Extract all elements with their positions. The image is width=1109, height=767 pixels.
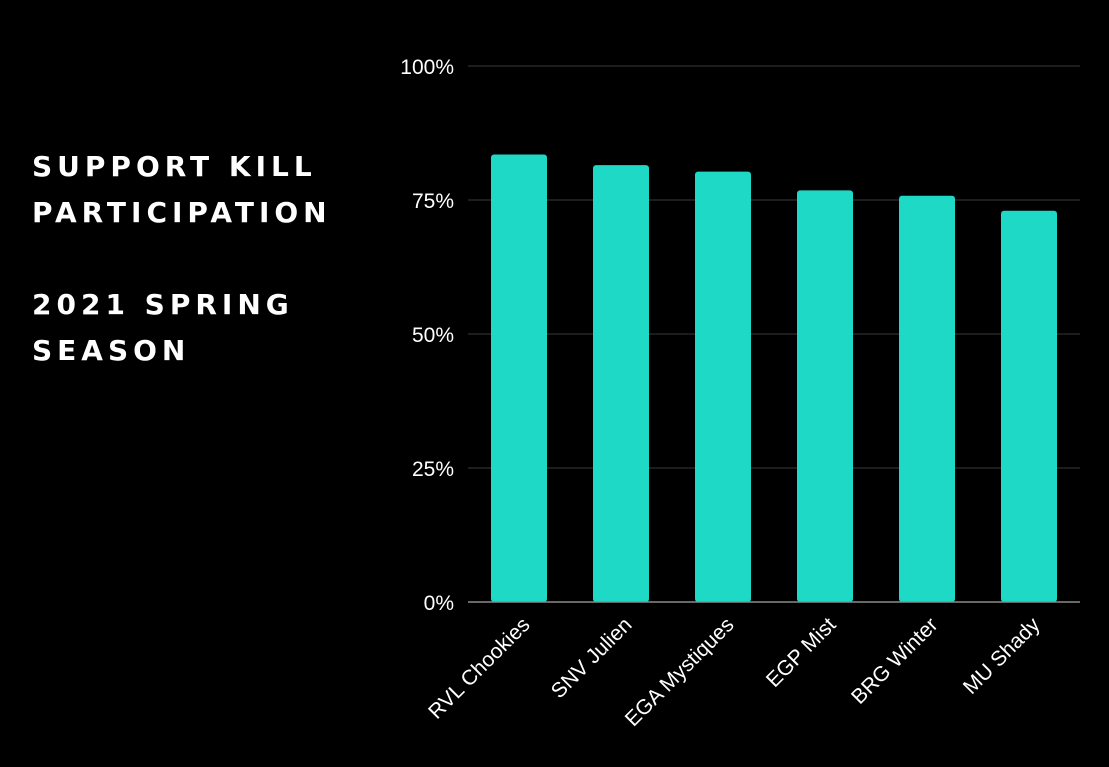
bar	[695, 171, 751, 603]
bar	[797, 190, 853, 603]
y-tick-label: 75%	[412, 190, 454, 213]
bar	[491, 154, 547, 602]
title-line-4: SEASON	[32, 334, 191, 367]
y-tick-label: 25%	[412, 458, 454, 481]
bar	[1001, 210, 1057, 602]
bars	[491, 154, 1057, 603]
x-tick-label: BRG Winter	[847, 613, 942, 708]
x-tick-label: RVL Chookies	[424, 613, 534, 723]
grid-lines	[468, 65, 1080, 469]
x-tick-label: EGP Mist	[762, 613, 841, 692]
y-axis-tick-labels: 0% 25% 50% 75% 100%	[400, 56, 454, 615]
y-tick-label: 100%	[400, 56, 454, 79]
x-tick-label: EGA Mystiques	[621, 613, 739, 731]
x-tick-label: SNV Julien	[547, 613, 637, 703]
title-line-3: 2021 SPRING	[32, 288, 294, 321]
bar	[899, 195, 955, 602]
chart-title: SUPPORT KILL PARTICIPATION 2021 SPRING S…	[32, 144, 392, 374]
bar	[593, 165, 649, 602]
y-tick-label: 0%	[424, 592, 454, 615]
x-tick-label: MU Shady	[959, 613, 1045, 699]
y-tick-label: 50%	[412, 324, 454, 347]
title-line-1: SUPPORT KILL	[32, 150, 317, 183]
title-line-2: PARTICIPATION	[32, 196, 332, 229]
